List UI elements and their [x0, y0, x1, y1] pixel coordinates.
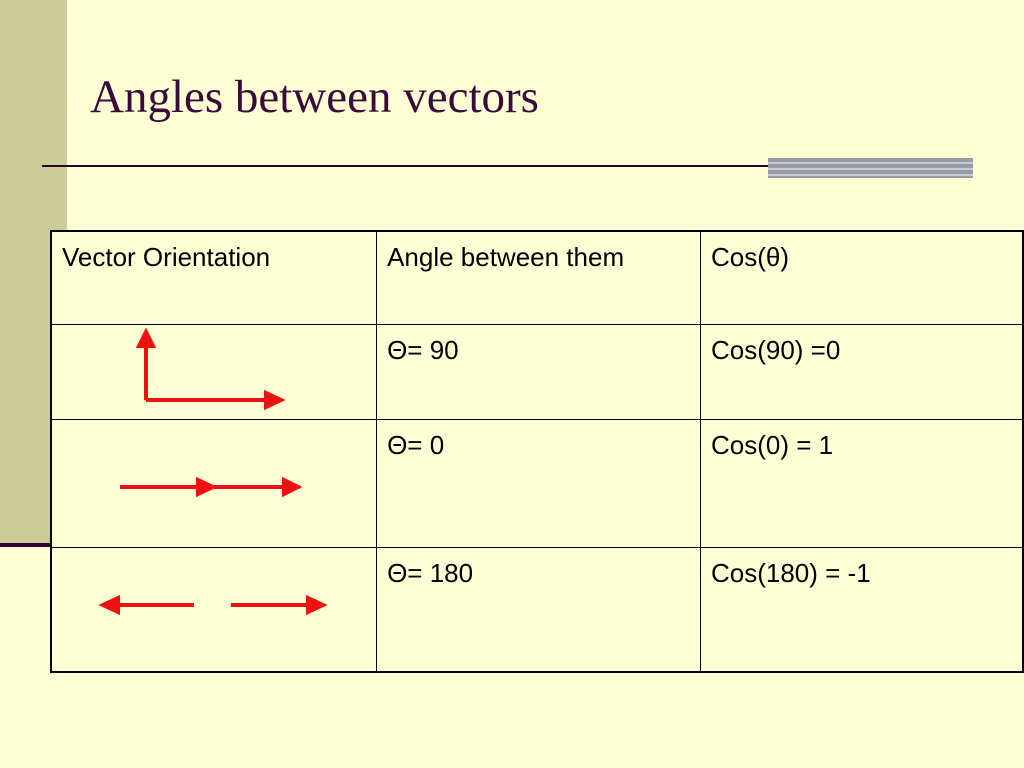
figure-cell: [50, 418, 378, 548]
header-cell: Angle between them: [376, 230, 701, 325]
cos-cell: Cos(90) =0: [699, 323, 1024, 420]
slide-title: Angles between vectors: [90, 71, 539, 123]
table: Vector Orientation Angle between them Co…: [50, 230, 1024, 673]
cos-cell: Cos(180) = -1: [699, 546, 1024, 673]
figure-cell: [50, 323, 378, 420]
angle-cell: Θ= 90: [376, 323, 701, 420]
title-rule: [42, 165, 772, 167]
angle-cell: Θ= 180: [376, 546, 701, 673]
header-cell: Vector Orientation: [50, 230, 378, 325]
header-row: Vector Orientation Angle between them Co…: [50, 230, 1024, 325]
rule-accent: [768, 158, 973, 178]
angle-cell: Θ= 0: [376, 418, 701, 548]
row: Θ= 90 Cos(90) =0: [50, 323, 1024, 420]
row: Θ= 180 Cos(180) = -1: [50, 546, 1024, 673]
cos-cell: Cos(0) = 1: [699, 418, 1024, 548]
side-bar-line: [0, 543, 67, 547]
row: Θ= 0 Cos(0) = 1: [50, 418, 1024, 548]
header-cell: Cos(θ): [699, 230, 1024, 325]
figure-cell: [50, 546, 378, 673]
